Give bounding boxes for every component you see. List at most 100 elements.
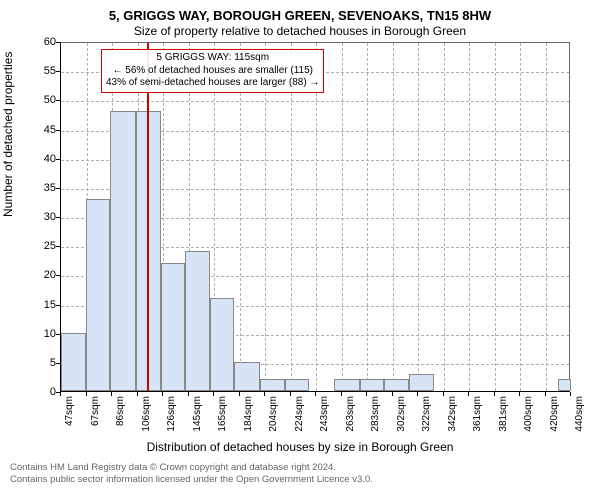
x-tick-label: 263sqm [345,396,356,432]
x-axis-label: Distribution of detached houses by size … [0,440,600,454]
x-tick-mark [315,392,316,396]
reference-line [147,43,149,391]
x-tick-mark [570,392,571,396]
y-tick-label: 5 [26,357,56,369]
x-tick-label: 165sqm [217,396,228,432]
histogram-bar [86,199,110,392]
y-tick-mark [56,305,60,306]
y-tick-mark [56,363,60,364]
histogram-bar [210,298,234,391]
x-tick-label: 224sqm [294,396,305,432]
x-tick-mark [392,392,393,396]
y-tick-label: 10 [26,328,56,340]
x-tick-label: 440sqm [574,396,585,432]
x-tick-mark [443,392,444,396]
y-tick-mark [56,217,60,218]
x-tick-mark [341,392,342,396]
x-tick-label: 400sqm [523,396,534,432]
y-tick-label: 40 [26,153,56,165]
histogram-bar [185,251,210,391]
histogram-bar [334,379,359,391]
y-tick-label: 15 [26,299,56,311]
chart-title: 5, GRIGGS WAY, BOROUGH GREEN, SEVENOAKS,… [0,8,600,23]
annotation-box: 5 GRIGGS WAY: 115sqm← 56% of detached ho… [101,49,324,93]
x-tick-label: 126sqm [166,396,177,432]
x-tick-mark [417,392,418,396]
x-tick-label: 381sqm [498,396,509,432]
gridline-v [265,43,266,391]
y-tick-mark [56,334,60,335]
footer-line-2: Contains public sector information licen… [10,474,373,486]
y-tick-mark [56,275,60,276]
y-tick-mark [56,159,60,160]
x-tick-label: 86sqm [115,396,126,426]
x-tick-label: 322sqm [421,396,432,432]
histogram-bar [110,111,135,391]
plot-area: 5 GRIGGS WAY: 115sqm← 56% of detached ho… [60,42,570,392]
histogram-bar [558,379,571,391]
annotation-line: 43% of semi-detached houses are larger (… [106,77,319,90]
histogram-bar [360,379,384,391]
x-tick-mark [264,392,265,396]
gridline-v [342,43,343,391]
chart-subtitle: Size of property relative to detached ho… [0,24,600,38]
x-tick-mark [213,392,214,396]
y-tick-label: 30 [26,211,56,223]
x-tick-mark [188,392,189,396]
y-tick-label: 20 [26,269,56,281]
y-tick-mark [56,71,60,72]
gridline-v [546,43,547,391]
y-tick-label: 60 [26,36,56,48]
x-tick-mark [290,392,291,396]
x-tick-mark [137,392,138,396]
gridline-v [291,43,292,391]
x-tick-mark [366,392,367,396]
y-tick-label: 35 [26,182,56,194]
y-tick-label: 45 [26,124,56,136]
gridline-v [495,43,496,391]
gridline-v [316,43,317,391]
x-tick-mark [86,392,87,396]
histogram-bar [260,379,285,391]
histogram-bar [161,263,185,391]
x-tick-mark [162,392,163,396]
histogram-bar [384,379,409,391]
x-tick-label: 47sqm [64,396,75,426]
histogram-bar [409,374,434,392]
x-tick-label: 302sqm [396,396,407,432]
x-tick-mark [111,392,112,396]
histogram-bar [234,362,259,391]
gridline-v [444,43,445,391]
x-tick-label: 204sqm [268,396,279,432]
x-tick-label: 361sqm [472,396,483,432]
x-tick-mark [519,392,520,396]
y-axis-label: Number of detached properties [1,52,15,217]
gridline-v [418,43,419,391]
y-tick-mark [56,188,60,189]
x-tick-label: 67sqm [90,396,101,426]
x-tick-label: 420sqm [549,396,560,432]
y-tick-mark [56,42,60,43]
gridline-v [393,43,394,391]
x-tick-label: 342sqm [447,396,458,432]
gridline-v [240,43,241,391]
footer-attribution: Contains HM Land Registry data © Crown c… [10,462,373,487]
x-tick-mark [60,392,61,396]
x-tick-mark [494,392,495,396]
y-tick-label: 25 [26,240,56,252]
x-tick-label: 184sqm [243,396,254,432]
y-tick-label: 55 [26,65,56,77]
y-tick-mark [56,130,60,131]
y-tick-label: 0 [26,386,56,398]
gridline-v [469,43,470,391]
y-tick-mark [56,100,60,101]
histogram-bar [285,379,309,391]
x-tick-label: 283sqm [370,396,381,432]
x-tick-label: 106sqm [141,396,152,432]
x-tick-mark [239,392,240,396]
gridline-v [520,43,521,391]
gridline-v [367,43,368,391]
x-tick-mark [545,392,546,396]
y-tick-label: 50 [26,94,56,106]
x-tick-label: 145sqm [192,396,203,432]
